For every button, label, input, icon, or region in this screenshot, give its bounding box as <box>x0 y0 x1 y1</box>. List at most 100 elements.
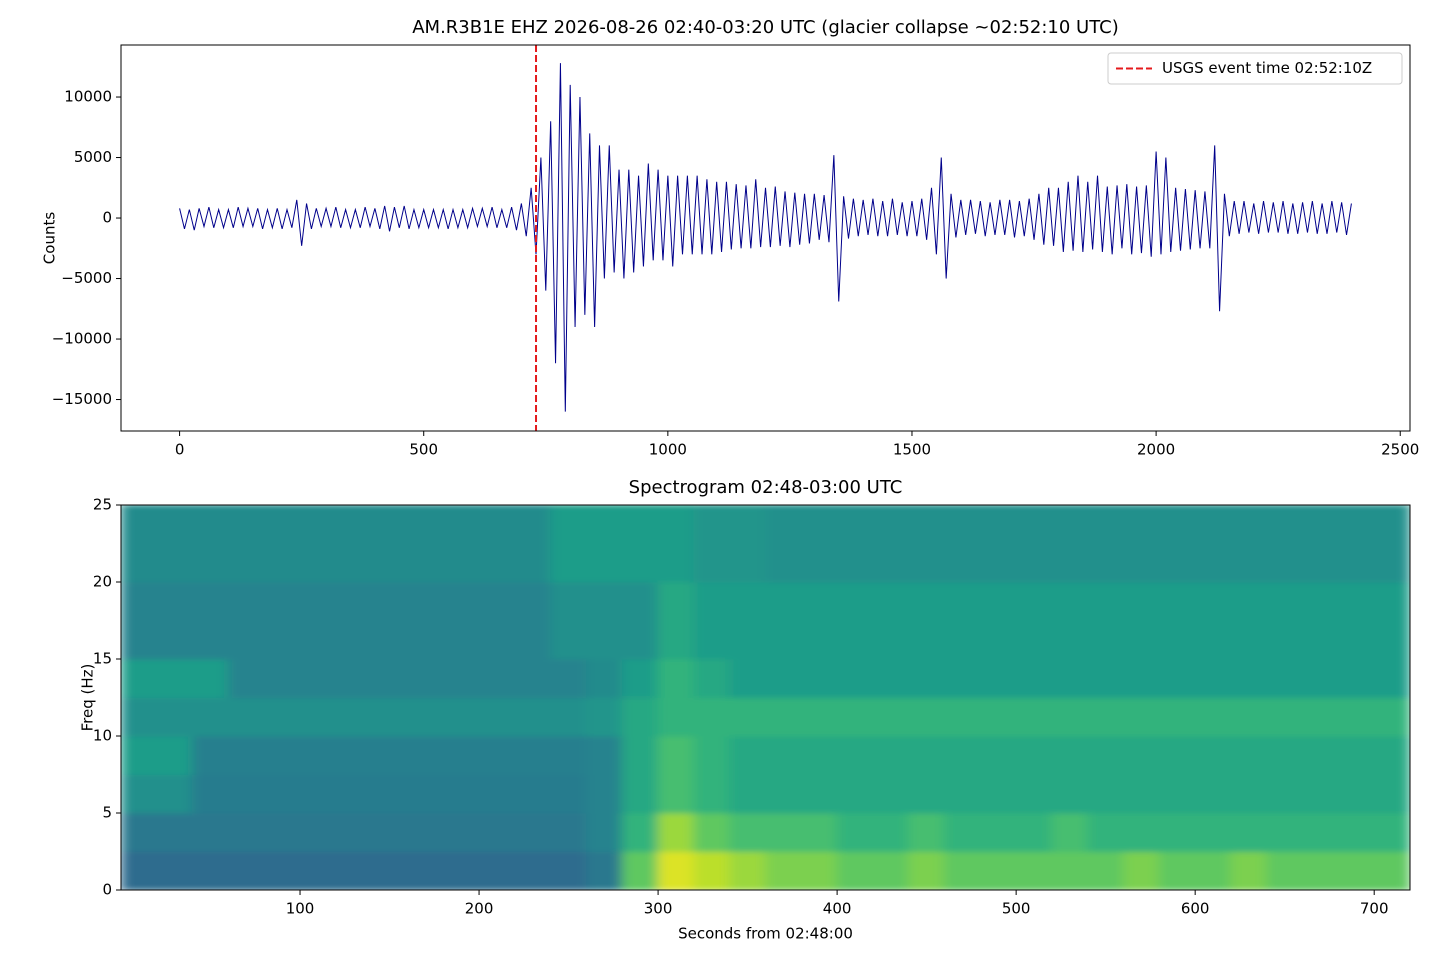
heatmap-cell <box>836 620 874 660</box>
heatmap-cell <box>550 812 587 852</box>
heatmap-cell <box>550 774 587 814</box>
heatmap-cell <box>872 543 910 583</box>
heatmap-cell <box>693 812 731 852</box>
heatmap-cell <box>371 851 408 890</box>
heatmap-cell <box>1158 581 1196 621</box>
heatmap-cell <box>192 697 229 737</box>
heatmap-cell <box>371 697 408 737</box>
x-tick-label: 500 <box>1002 900 1031 918</box>
heatmap-cell <box>1123 581 1160 621</box>
waveform <box>179 63 1352 412</box>
heatmap-cell <box>1158 543 1196 583</box>
heatmap-cell <box>908 735 946 775</box>
heatmap-cell <box>514 658 552 698</box>
heatmap-cell <box>836 697 874 737</box>
heatmap-cell <box>729 851 766 890</box>
heatmap-cell <box>1373 505 1410 544</box>
heatmap-cell <box>944 543 981 583</box>
heatmap-cell <box>406 581 444 621</box>
heatmap-cell <box>1337 620 1375 660</box>
heatmap-cell <box>121 658 158 698</box>
heatmap-cell <box>1158 620 1196 660</box>
heatmap-cell <box>442 851 480 890</box>
heatmap-cell <box>621 735 659 775</box>
heatmap-cell <box>156 735 194 775</box>
heatmap-cell <box>227 774 265 814</box>
heatmap-cell <box>1123 658 1160 698</box>
heatmap-cell <box>729 812 766 852</box>
heatmap-cell <box>406 505 444 544</box>
heatmap-cell <box>263 697 301 737</box>
heatmap-cell <box>1158 697 1196 737</box>
heatmap-cells <box>121 505 1410 890</box>
heatmap-cell <box>800 658 838 698</box>
heatmap-cell <box>908 505 946 544</box>
heatmap-cell <box>908 774 946 814</box>
heatmap-cell <box>227 658 265 698</box>
heatmap-cell <box>335 620 373 660</box>
heatmap-cell <box>1302 543 1339 583</box>
heatmap-cell <box>263 735 301 775</box>
y-tick-label: −5000 <box>61 269 112 287</box>
heatmap-cell <box>657 812 695 852</box>
heatmap-cell <box>371 543 408 583</box>
heatmap-cell <box>979 812 1017 852</box>
heatmap-cell <box>299 735 337 775</box>
y-tick-label: −15000 <box>52 390 112 408</box>
heatmap-cell <box>263 505 301 544</box>
heatmap-cell <box>550 851 587 890</box>
heatmap-cell <box>872 812 910 852</box>
heatmap-cell <box>1337 851 1375 890</box>
heatmap-cell <box>1194 697 1232 737</box>
heatmap-cell <box>371 581 408 621</box>
heatmap-cell <box>1051 505 1089 544</box>
heatmap-cell <box>800 812 838 852</box>
heatmap-cell <box>156 851 194 890</box>
heatmap-cell <box>156 543 194 583</box>
heatmap-cell <box>192 735 229 775</box>
heatmap-cell <box>478 851 516 890</box>
heatmap-cell <box>478 658 516 698</box>
heatmap-cell <box>335 774 373 814</box>
heatmap-cell <box>836 658 874 698</box>
x-tick-label: 2000 <box>1137 441 1175 459</box>
heatmap-cell <box>1015 851 1053 890</box>
heatmap-cell <box>1230 543 1268 583</box>
y-axis-label: Freq (Hz) <box>79 664 97 732</box>
heatmap-cell <box>908 581 946 621</box>
y-tick-label: 10 <box>93 727 112 745</box>
heatmap-cell <box>1194 812 1232 852</box>
heatmap-cell <box>442 543 480 583</box>
heatmap-cell <box>1230 774 1268 814</box>
heatmap-cell <box>227 851 265 890</box>
heatmap-cell <box>800 505 838 544</box>
heatmap-cell <box>1266 505 1304 544</box>
heatmap-cell <box>1373 543 1410 583</box>
heatmap-cell <box>1266 543 1304 583</box>
heatmap-cell <box>621 658 659 698</box>
heatmap-cell <box>836 505 874 544</box>
heatmap-cell <box>908 543 946 583</box>
heatmap-cell <box>1302 812 1339 852</box>
heatmap-cell <box>1194 851 1232 890</box>
heatmap-cell <box>192 812 229 852</box>
heatmap-cell <box>371 620 408 660</box>
heatmap-cell <box>156 620 194 660</box>
heatmap-cell <box>1302 658 1339 698</box>
heatmap-cell <box>693 581 731 621</box>
heatmap-cell <box>944 620 981 660</box>
heatmap-cell <box>1337 697 1375 737</box>
heatmap-cell <box>1373 812 1410 852</box>
heatmap-cell <box>121 851 158 890</box>
heatmap-cell <box>1087 581 1125 621</box>
heatmap-cell <box>657 735 695 775</box>
heatmap-cell <box>156 505 194 544</box>
heatmap-cell <box>335 697 373 737</box>
heatmap-cell <box>800 581 838 621</box>
heatmap-cell <box>371 735 408 775</box>
heatmap-cell <box>765 581 802 621</box>
heatmap-cell <box>1373 658 1410 698</box>
heatmap-cell <box>192 851 229 890</box>
heatmap-cell <box>1302 620 1339 660</box>
heatmap-cell <box>371 505 408 544</box>
